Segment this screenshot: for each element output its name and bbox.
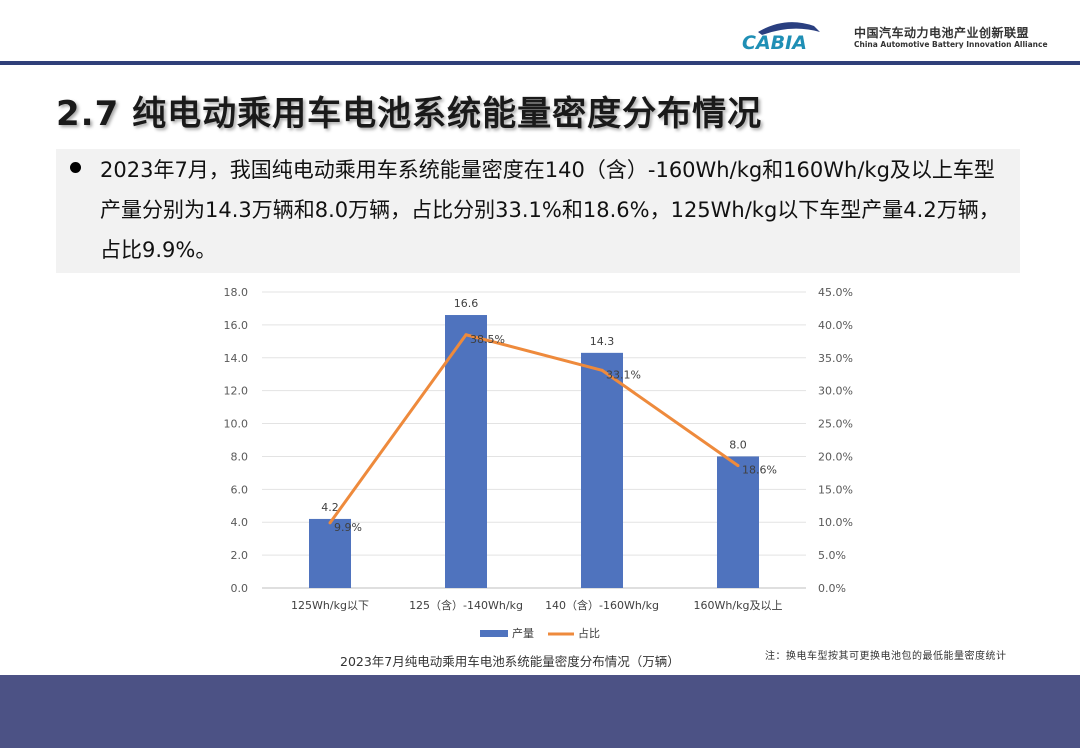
y-left-tick-label: 0.0	[231, 582, 249, 595]
bar-data-label: 8.0	[729, 438, 747, 451]
logo-text: CABIA	[742, 32, 807, 52]
summary-text: 2023年7月，我国纯电动乘用车系统能量密度在140（含）-160Wh/kg和1…	[100, 158, 1000, 262]
line-point	[600, 368, 604, 372]
x-tick-label: 140（含）-160Wh/kg	[545, 598, 659, 612]
footer-bar	[0, 675, 1080, 748]
bar	[445, 315, 487, 588]
legend-swatch-bar	[480, 630, 508, 637]
header-divider	[0, 61, 1080, 65]
y-left-tick-label: 12.0	[224, 385, 249, 398]
line-data-label: 9.9%	[334, 521, 362, 534]
cabia-logo: CABIA	[742, 22, 820, 52]
bar-data-label: 16.6	[454, 297, 479, 310]
bar	[581, 352, 623, 588]
y-left-tick-label: 8.0	[231, 450, 249, 463]
x-tick-label: 160Wh/kg及以上	[694, 599, 783, 612]
chart-title: 2023年7月纯电动乘用车电池系统能量密度分布情况（万辆）	[340, 654, 680, 669]
y-right-tick-label: 40.0%	[818, 319, 853, 332]
y-left-tick-label: 4.0	[231, 516, 249, 529]
y-right-tick-label: 10.0%	[818, 516, 853, 529]
line-point	[736, 464, 740, 468]
y-left-tick-label: 16.0	[224, 319, 249, 332]
y-left-tick-label: 18.0	[224, 286, 249, 299]
legend-label-bar: 产量	[512, 626, 534, 640]
x-tick-label: 125（含）-140Wh/kg	[409, 598, 523, 612]
y-left-tick-label: 10.0	[224, 418, 249, 431]
y-right-tick-label: 5.0%	[818, 549, 846, 562]
line-data-label: 18.6%	[742, 464, 777, 477]
bar-data-label: 4.2	[321, 501, 339, 514]
bar	[717, 456, 759, 588]
y-left-tick-label: 2.0	[231, 549, 249, 562]
y-right-tick-label: 25.0%	[818, 418, 853, 431]
line-data-label: 38.5%	[470, 333, 505, 346]
summary-box: 2023年7月，我国纯电动乘用车系统能量密度在140（含）-160Wh/kg和1…	[56, 149, 1020, 273]
x-tick-label: 125Wh/kg以下	[291, 599, 369, 612]
line-point	[328, 521, 332, 525]
bar-data-label: 14.3	[590, 335, 615, 348]
org-name-en: China Automotive Battery Innovation Alli…	[854, 40, 1048, 49]
org-name-cn: 中国汽车动力电池产业创新联盟	[854, 26, 1030, 40]
line-data-label: 33.1%	[606, 368, 641, 381]
header-bar	[0, 0, 1080, 60]
bullet-icon	[70, 162, 81, 173]
y-right-tick-label: 30.0%	[818, 385, 853, 398]
bar	[309, 518, 351, 588]
y-right-tick-label: 35.0%	[818, 352, 853, 365]
y-right-tick-label: 15.0%	[818, 483, 853, 496]
page-title: 2.7 纯电动乘用车电池系统能量密度分布情况	[56, 94, 763, 134]
y-left-tick-label: 14.0	[224, 352, 249, 365]
series-line-share	[328, 333, 739, 524]
y-right-tick-label: 45.0%	[818, 286, 853, 299]
footnote: 注：换电车型按其可更换电池包的最低能量密度统计	[765, 651, 1007, 662]
line-point	[464, 333, 468, 337]
legend-label-line: 占比	[578, 626, 600, 640]
y-left-tick-label: 6.0	[231, 483, 249, 496]
y-right-tick-label: 20.0%	[818, 450, 853, 463]
y-right-tick-label: 0.0%	[818, 582, 846, 595]
